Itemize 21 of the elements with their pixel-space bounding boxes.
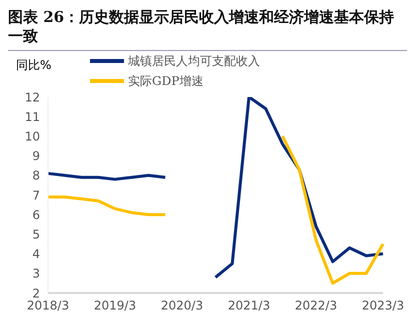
y-tick-label: 6	[32, 208, 40, 222]
y-tick-label: 4	[32, 247, 40, 262]
x-tick-label: 2018/3	[26, 298, 70, 313]
legend-label: 实际GDP增速	[128, 72, 204, 90]
x-tick-label: 2022/3	[294, 298, 338, 313]
legend-label: 城镇居民人均可支配收入	[128, 52, 260, 70]
x-tick-label: 2020/3	[160, 298, 204, 313]
y-tick-label: 3	[32, 266, 40, 281]
y-axis-title: 同比%	[16, 57, 52, 74]
y-tick-label: 8	[32, 168, 40, 183]
y-tick-label: 7	[32, 188, 40, 202]
x-tick-label: 2023/3	[362, 298, 404, 313]
y-tick-label: 9	[32, 149, 40, 164]
y-tick-label: 12	[24, 90, 40, 104]
y-tick-label: 2	[32, 286, 40, 300]
y-tick-label: 11	[24, 110, 40, 124]
x-tick-label: 2019/3	[94, 298, 136, 313]
chart-title: 图表 26：历史数据显示居民收入增速和经济增速基本保持一致	[8, 8, 394, 45]
y-tick-label: 10	[24, 129, 40, 144]
y-tick-label: 5	[32, 227, 40, 242]
x-tick-label: 2021/3	[228, 298, 270, 313]
